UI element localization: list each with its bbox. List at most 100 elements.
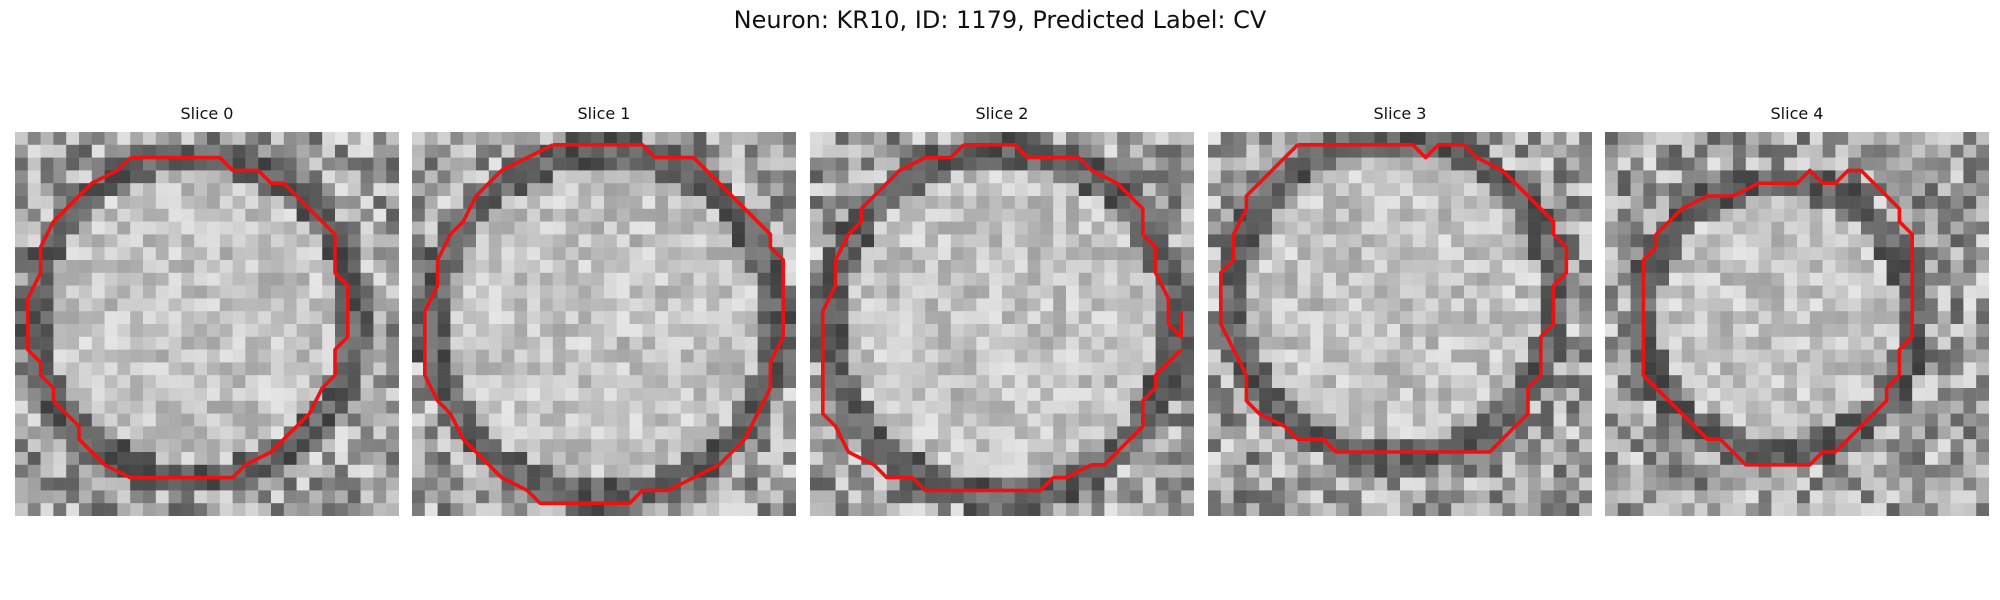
- pixel-cell: [1912, 336, 1926, 350]
- pixel-cell: [27, 477, 41, 491]
- pixel-cell: [1528, 324, 1542, 338]
- pixel-cell: [322, 272, 336, 286]
- pixel-cell: [322, 196, 336, 210]
- pixel-cell: [642, 452, 656, 466]
- pixel-cell: [155, 490, 169, 504]
- pixel-cell: [1117, 311, 1131, 325]
- grayscale-cells: [1208, 132, 1592, 516]
- pixel-cell: [1669, 298, 1683, 312]
- pixel-cell: [655, 503, 669, 516]
- pixel-cell: [1297, 464, 1311, 478]
- pixel-cell: [1771, 170, 1785, 184]
- pixel-cell: [1323, 311, 1337, 325]
- pixel-cell: [1630, 144, 1644, 158]
- pixel-cell: [1515, 452, 1529, 466]
- pixel-cell: [1246, 311, 1260, 325]
- pixel-cell: [1515, 324, 1529, 338]
- pixel-cell: [1053, 170, 1067, 184]
- pixel-cell: [488, 400, 502, 414]
- pixel-cell: [1617, 170, 1631, 184]
- pixel-cell: [874, 157, 888, 171]
- pixel-cell: [1861, 157, 1875, 171]
- pixel-cell: [258, 132, 272, 146]
- pixel-cell: [322, 400, 336, 414]
- pixel-cell: [424, 157, 438, 171]
- pixel-cell: [552, 247, 566, 261]
- pixel-cell: [642, 375, 656, 389]
- pixel-cell: [1899, 439, 1913, 453]
- pixel-cell: [642, 260, 656, 274]
- pixel-cell: [1361, 477, 1375, 491]
- pixel-cell: [1040, 260, 1054, 274]
- pixel-cell: [1066, 183, 1080, 197]
- pixel-cell: [1400, 183, 1414, 197]
- pixel-cell: [783, 260, 796, 274]
- pixel-cell: [373, 208, 387, 222]
- pixel-cell: [1464, 157, 1478, 171]
- pixel-cell: [1848, 196, 1862, 210]
- pixel-cell: [1694, 132, 1708, 146]
- pixel-cell: [1078, 234, 1092, 248]
- pixel-cell: [1886, 234, 1900, 248]
- pixel-cell: [552, 388, 566, 402]
- pixel-cell: [1272, 349, 1286, 363]
- pixel-cell: [848, 375, 862, 389]
- pixel-cell: [976, 221, 990, 235]
- pixel-cell: [1540, 247, 1554, 261]
- pixel-cell: [719, 464, 733, 478]
- pixel-cell: [1489, 362, 1503, 376]
- pixel-cell: [373, 413, 387, 427]
- pixel-cell: [1208, 247, 1222, 261]
- pixel-cell: [1720, 400, 1734, 414]
- pixel-cell: [706, 157, 720, 171]
- pixel-cell: [245, 157, 259, 171]
- pixel-cell: [424, 426, 438, 440]
- pixel-cell: [40, 336, 54, 350]
- pixel-cell: [1502, 439, 1516, 453]
- pixel-cell: [335, 388, 349, 402]
- pixel-cell: [1027, 477, 1041, 491]
- pixel-cell: [15, 260, 29, 274]
- pixel-cell: [1374, 388, 1388, 402]
- pixel-cell: [258, 336, 272, 350]
- pixel-cell: [271, 157, 285, 171]
- pixel-cell: [604, 208, 618, 222]
- pixel-cell: [1694, 183, 1708, 197]
- pixel-cell: [1208, 311, 1222, 325]
- pixel-cell: [27, 311, 41, 325]
- pixel-cell: [848, 183, 862, 197]
- pixel-cell: [424, 362, 438, 376]
- pixel-cell: [1630, 477, 1644, 491]
- pixel-cell: [322, 298, 336, 312]
- pixel-cell: [130, 247, 144, 261]
- pixel-cell: [706, 324, 720, 338]
- pixel-cell: [963, 426, 977, 440]
- pixel-cell: [552, 452, 566, 466]
- pixel-cell: [886, 260, 900, 274]
- pixel-cell: [1976, 426, 1989, 440]
- pixel-cell: [1502, 477, 1516, 491]
- pixel-cell: [1669, 362, 1683, 376]
- pixel-cell: [1797, 298, 1811, 312]
- pixel-cell: [1027, 464, 1041, 478]
- pixel-cell: [181, 247, 195, 261]
- pixel-cell: [527, 247, 541, 261]
- pixel-cell: [232, 375, 246, 389]
- pixel-cell: [1374, 349, 1388, 363]
- pixel-cell: [53, 272, 67, 286]
- pixel-cell: [1091, 439, 1105, 453]
- pixel-cell: [1502, 400, 1516, 414]
- pixel-cell: [1053, 298, 1067, 312]
- pixel-cell: [450, 311, 464, 325]
- pixel-cell: [1310, 426, 1324, 440]
- pixel-cell: [1117, 490, 1131, 504]
- pixel-cell: [347, 375, 361, 389]
- pixel-cell: [578, 503, 592, 516]
- pixel-cell: [488, 452, 502, 466]
- pixel-cell: [565, 413, 579, 427]
- pixel-cell: [899, 324, 913, 338]
- pixel-cell: [1835, 285, 1849, 299]
- pixel-cell: [1784, 132, 1798, 146]
- pixel-cell: [66, 234, 80, 248]
- pixel-cell: [1502, 388, 1516, 402]
